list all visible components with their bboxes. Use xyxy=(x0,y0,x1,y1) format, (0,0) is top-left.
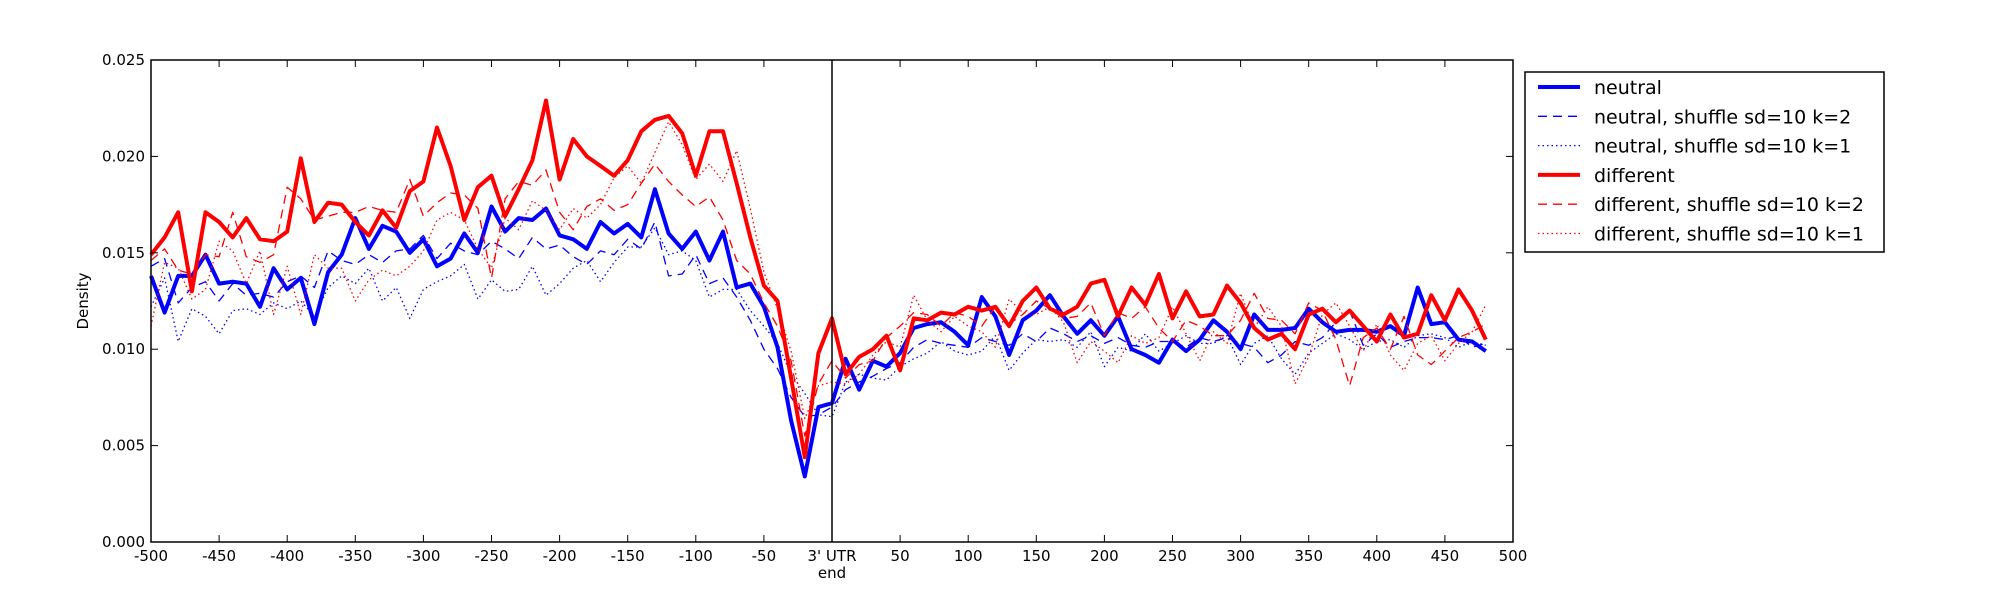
center-label-line1: 3' UTR xyxy=(808,547,857,565)
x-tick-label: 300 xyxy=(1226,547,1255,565)
y-tick-label: 0.000 xyxy=(102,533,145,551)
x-tick-label: -100 xyxy=(679,547,713,565)
y-tick-label: 0.025 xyxy=(102,51,145,69)
series-line-4 xyxy=(150,163,1487,437)
x-tick-label: 50 xyxy=(891,547,910,565)
y-tick-label: 0.010 xyxy=(102,340,145,358)
x-tick-label: -400 xyxy=(270,547,304,565)
legend-label-2: neutral, shuffle sd=10 k=1 xyxy=(1594,136,1851,158)
ticks-layer: -500 -450 -400 -350 -300 -250 -200 -150 -100 -50 5… xyxy=(102,51,1527,565)
legend-label-3: different xyxy=(1594,165,1675,187)
x-tick-label: -300 xyxy=(406,547,440,565)
x-tick-label: -250 xyxy=(474,547,508,565)
legend-label-5: different, shuffle sd=10 k=1 xyxy=(1594,224,1864,246)
x-tick-label: -450 xyxy=(202,547,236,565)
x-tick-label: 150 xyxy=(1022,547,1051,565)
legend-label-1: neutral, shuffle sd=10 k=2 xyxy=(1594,106,1851,128)
x-tick-label: 250 xyxy=(1158,547,1187,565)
legend: neutral neutral, shuffle sd=10 k=2 neutral… xyxy=(1524,71,1885,253)
y-tick-label: 0.020 xyxy=(102,147,145,165)
center-label-line2: end xyxy=(818,564,846,582)
x-tick-label: 500 xyxy=(1499,547,1528,565)
series-line-5 xyxy=(150,121,1487,420)
x-tick-label: -150 xyxy=(611,547,645,565)
series-layer xyxy=(149,98,1488,479)
x-tick-label: 350 xyxy=(1294,547,1323,565)
x-tick-label: -500 xyxy=(134,547,168,565)
y-tick-label: 0.005 xyxy=(102,437,145,455)
x-tick-label: 450 xyxy=(1431,547,1460,565)
legend-label-0: neutral xyxy=(1594,77,1662,99)
series-line-1 xyxy=(150,221,1486,418)
x-tick-label: 100 xyxy=(954,547,983,565)
legend-frame xyxy=(1524,71,1885,253)
x-tick-label: -50 xyxy=(752,547,777,565)
series-line-3 xyxy=(149,98,1488,460)
legend-label-4: different, shuffle sd=10 k=2 xyxy=(1594,194,1864,216)
y-tick-label: 0.015 xyxy=(102,244,145,262)
series-line-0 xyxy=(149,187,1487,479)
y-axis-label: Density xyxy=(74,272,92,329)
x-tick-label: -200 xyxy=(543,547,577,565)
x-tick-label: -350 xyxy=(338,547,372,565)
x-tick-label: 400 xyxy=(1362,547,1391,565)
x-tick-label: 200 xyxy=(1090,547,1119,565)
